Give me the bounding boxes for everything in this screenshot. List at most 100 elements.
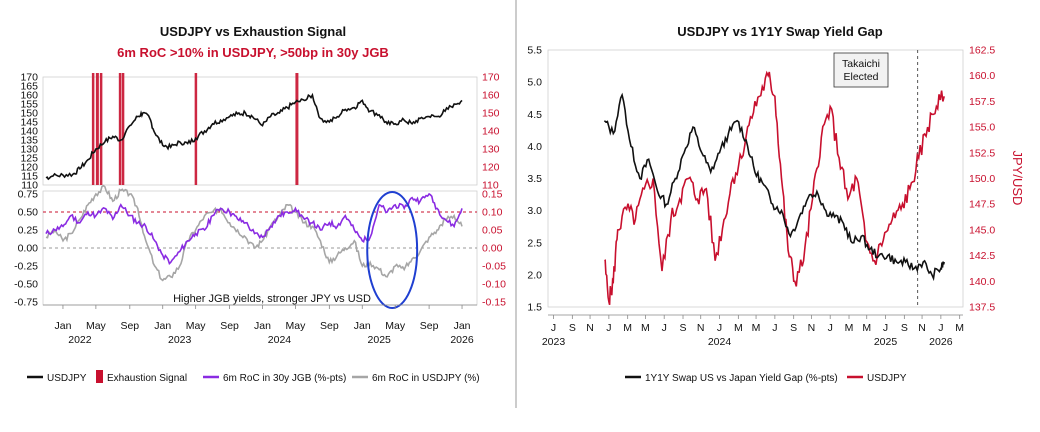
bottom-left-tick-label: -0.75 [14,297,38,309]
highlight-ellipse [366,191,419,309]
left-bottom-panel: -0.75 -0.50 -0.25 0.00 0.25 0.50 0.75 -0.15 -0.1… [14,184,506,309]
top-right-tick-label: 110 [482,180,499,192]
bottom-left-tick-label: 0.50 [18,207,39,219]
right-right-tick-label: 152.5 [969,147,995,159]
x-tick-label: J [828,322,833,334]
right-axis-title: JPY/USD [1010,151,1025,206]
top-right-tick-label: 130 [482,144,500,156]
top-left-tick-label: 145 [20,117,38,129]
x-tick-label: J [606,322,611,334]
x-tick-label: Jan [254,320,271,332]
right-legend: 1Y1Y Swap US vs Japan Yield Gap (%-pts) … [625,373,907,384]
legend-gap-label: 1Y1Y Swap US vs Japan Yield Gap (%-pts) [645,373,838,384]
right-right-tick-label: 145.0 [969,224,995,236]
exhaustion-signal-bar [95,73,99,185]
x-tick-label: S [569,322,576,334]
right-right-tick-label: 147.5 [969,199,995,211]
left-x-axis: Jan May Sep Jan May Sep Jan May Sep Jan May Sep Jan 2… [43,304,477,346]
right-right-tick-label: 157.5 [969,96,995,108]
x-year-label: 2026 [450,334,474,346]
top-right-tick-label: 170 [482,72,500,84]
exhaustion-signal-bar [121,73,125,185]
x-tick-label: Jan [54,320,71,332]
x-tick-label: N [586,322,594,334]
annotation-jgb: Higher JGB yields, stronger JPY vs USD [173,293,371,305]
x-year-label: 2025 [874,336,898,348]
top-left-tick-label: 120 [20,162,38,174]
exhaustion-signal-bar [295,73,299,185]
right-left-tick-label: 2.5 [527,237,542,249]
right-right-tick-label: 142.5 [969,250,995,262]
top-right-tick-label: 160 [482,90,500,102]
x-tick-label: Jan [154,320,171,332]
bottom-left-tick-label: -0.25 [14,261,38,273]
exhaustion-signal-bar [91,73,95,185]
left-legend: USDJPY Exhaustion Signal 6m RoC in 30y J… [27,370,480,384]
x-tick-label: Sep [220,320,239,332]
x-tick-label: M [641,322,650,334]
top-panel-frame [42,76,478,186]
exhaustion-signal-bar [99,73,103,185]
right-left-tick-label: 3.5 [527,173,542,185]
x-tick-label: J [883,322,888,334]
right-left-tick-label: 3.0 [527,205,542,217]
right-right-tick-label: 162.5 [969,45,995,57]
bottom-right-tick-label: 0.10 [482,207,503,219]
bottom-left-tick-label: 0.25 [18,225,39,237]
top-right-tick-label: 120 [482,162,500,174]
top-left-tick-label: 135 [20,135,38,147]
x-tick-label: J [938,322,943,334]
x-year-label: 2022 [68,334,92,346]
top-left-tick-label: 155 [20,99,38,111]
x-tick-label: May [385,320,406,332]
x-tick-label: S [790,322,797,334]
x-tick-label: J [717,322,722,334]
x-tick-label: M [845,322,854,334]
top-right-tick-label: 150 [482,108,500,120]
right-panel-frame [547,49,964,308]
x-tick-label: M [752,322,761,334]
left-chart-subtitle: 6m RoC >10% in USDJPY, >50bp in 30y JGB [117,45,389,60]
legend-jgb-label: 6m RoC in 30y JGB (%-pts) [223,373,346,384]
x-year-label: 2024 [268,334,292,346]
bottom-left-tick-label: -0.50 [14,279,38,291]
right-left-tick-label: 5.5 [527,45,542,57]
x-year-label: 2025 [368,334,392,346]
exhaustion-signal-bar [194,73,198,185]
takaichi-label-line2: Elected [843,71,878,83]
right-left-tick-label: 5.0 [527,77,542,89]
bottom-right-tick-label: 0.05 [482,225,503,237]
right-right-tick-label: 137.5 [969,302,995,314]
x-tick-label: Jan [454,320,471,332]
x-tick-label: M [862,322,871,334]
bottom-left-tick-label: 0.75 [18,189,39,201]
x-year-label: 2023 [542,336,566,348]
top-left-tick-label: 130 [20,144,38,156]
x-tick-label: J [662,322,667,334]
takaichi-label: Takaichi Elected [833,52,889,88]
x-tick-label: N [918,322,926,334]
takaichi-label-line1: Takaichi [842,58,880,70]
x-tick-label: Sep [120,320,139,332]
bottom-right-tick-label: -0.15 [482,297,506,309]
x-tick-label: M [623,322,632,334]
x-year-label: 2023 [168,334,192,346]
swap-gap-line [603,92,945,282]
x-tick-label: Sep [420,320,439,332]
x-tick-label: May [186,320,207,332]
x-tick-label: J [772,322,777,334]
x-tick-label: M [734,322,743,334]
x-tick-label: S [680,322,687,334]
x-tick-label: Jan [354,320,371,332]
x-year-label: 2024 [708,336,732,348]
roc-usdjpy-line [45,184,463,282]
right-left-tick-label: 4.0 [527,141,542,153]
right-right-tick-label: 155.0 [969,122,995,134]
jgb-roc-line [45,192,463,266]
legend-right-usdjpy-label: USDJPY [867,373,907,384]
right-chart-title: USDJPY vs 1Y1Y Swap Yield Gap [677,24,883,39]
top-left-tick-label: 115 [21,171,38,183]
